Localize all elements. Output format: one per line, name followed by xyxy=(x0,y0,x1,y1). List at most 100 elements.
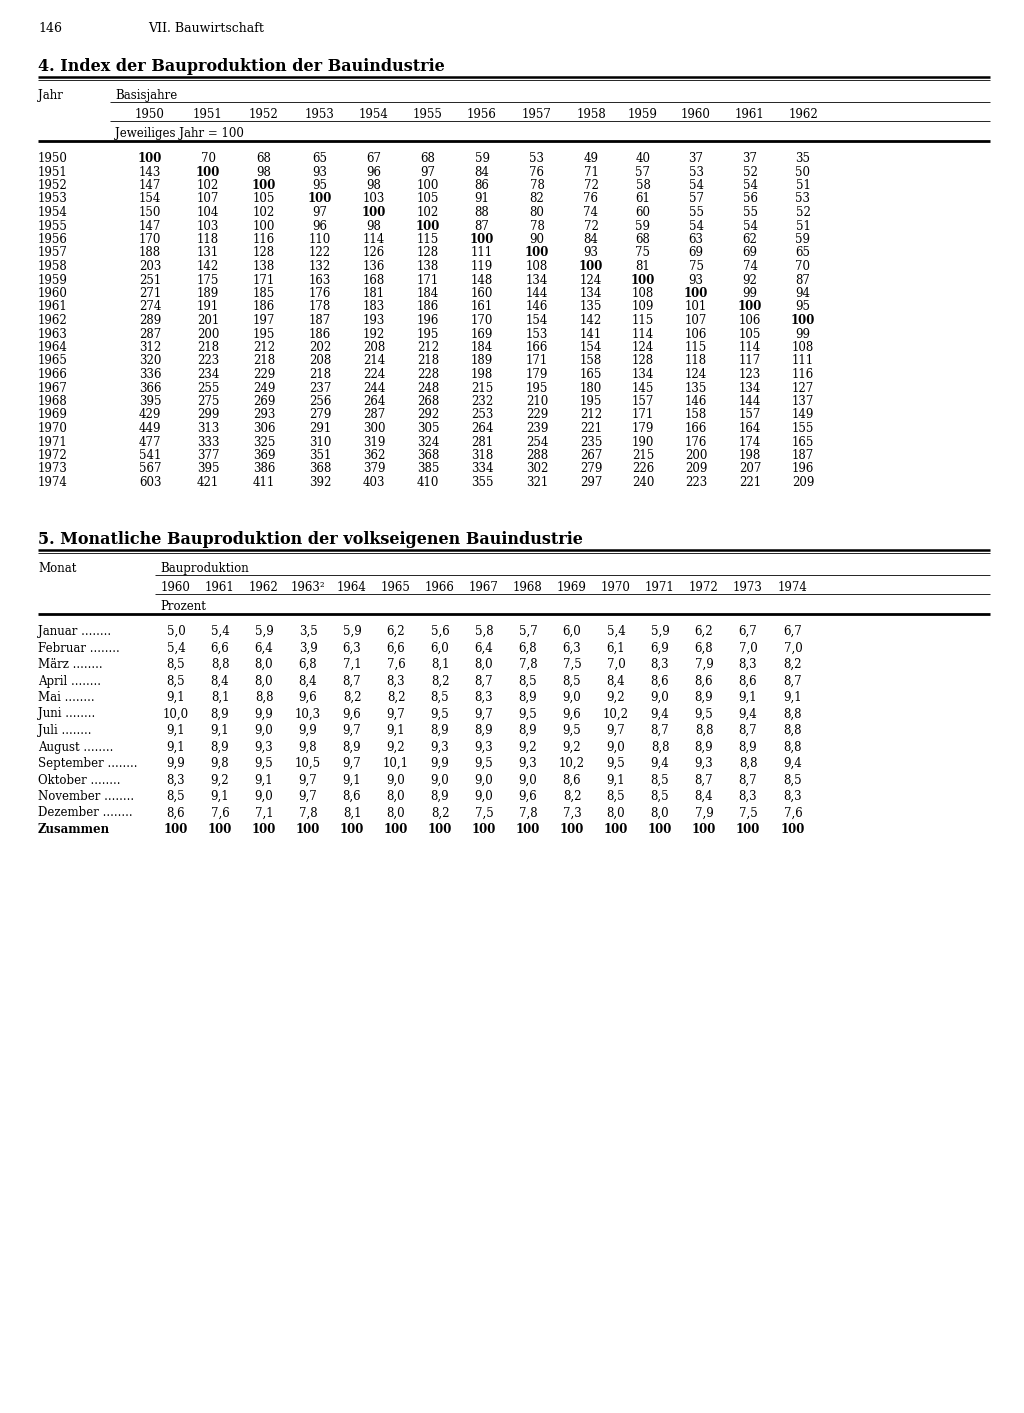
Text: 8,8: 8,8 xyxy=(650,740,670,753)
Text: 1965: 1965 xyxy=(381,581,411,593)
Text: 62: 62 xyxy=(742,233,758,246)
Text: 100: 100 xyxy=(738,301,762,314)
Text: 6,8: 6,8 xyxy=(299,658,317,671)
Text: 8,5: 8,5 xyxy=(167,674,185,688)
Text: 81: 81 xyxy=(636,260,650,273)
Text: 56: 56 xyxy=(742,192,758,205)
Text: 8,8: 8,8 xyxy=(694,723,714,738)
Text: 137: 137 xyxy=(792,396,814,408)
Text: 319: 319 xyxy=(362,435,385,448)
Text: 7,0: 7,0 xyxy=(783,642,803,654)
Text: 198: 198 xyxy=(471,367,494,382)
Text: 1950: 1950 xyxy=(135,107,165,122)
Text: 165: 165 xyxy=(792,435,814,448)
Text: 100: 100 xyxy=(648,822,672,836)
Text: 9,2: 9,2 xyxy=(387,740,406,753)
Text: 8,7: 8,7 xyxy=(343,674,361,688)
Text: 8,8: 8,8 xyxy=(783,723,802,738)
Text: 144: 144 xyxy=(525,287,548,300)
Text: 55: 55 xyxy=(742,206,758,219)
Text: 100: 100 xyxy=(416,219,440,233)
Text: 100: 100 xyxy=(417,179,439,192)
Text: 9,0: 9,0 xyxy=(255,790,273,803)
Text: 251: 251 xyxy=(139,274,161,287)
Text: 100: 100 xyxy=(252,822,276,836)
Text: 1967: 1967 xyxy=(38,382,68,394)
Text: 1958: 1958 xyxy=(577,107,606,122)
Text: 100: 100 xyxy=(253,219,275,233)
Text: 196: 196 xyxy=(792,462,814,476)
Text: 93: 93 xyxy=(688,274,703,287)
Text: 82: 82 xyxy=(529,192,545,205)
Text: 171: 171 xyxy=(526,355,548,367)
Text: 128: 128 xyxy=(632,355,654,367)
Text: 201: 201 xyxy=(197,314,219,326)
Text: 181: 181 xyxy=(362,287,385,300)
Text: 6,4: 6,4 xyxy=(475,642,494,654)
Text: 53: 53 xyxy=(529,153,545,165)
Text: 1962: 1962 xyxy=(249,581,279,593)
Text: 91: 91 xyxy=(474,192,489,205)
Text: 128: 128 xyxy=(253,246,275,260)
Text: 9,5: 9,5 xyxy=(255,757,273,770)
Text: 1956: 1956 xyxy=(38,233,68,246)
Text: 221: 221 xyxy=(739,476,761,489)
Text: 76: 76 xyxy=(529,165,545,178)
Text: 1961: 1961 xyxy=(205,581,234,593)
Text: 8,3: 8,3 xyxy=(167,773,185,787)
Text: 161: 161 xyxy=(471,301,494,314)
Text: 171: 171 xyxy=(417,274,439,287)
Text: Oktober ........: Oktober ........ xyxy=(38,773,121,787)
Text: 429: 429 xyxy=(139,408,161,421)
Text: 8,9: 8,9 xyxy=(519,691,538,704)
Text: 196: 196 xyxy=(417,314,439,326)
Text: Bauproduktion: Bauproduktion xyxy=(160,562,249,575)
Text: 9,9: 9,9 xyxy=(167,757,185,770)
Text: 94: 94 xyxy=(796,287,811,300)
Text: 123: 123 xyxy=(739,367,761,382)
Text: 107: 107 xyxy=(685,314,708,326)
Text: 154: 154 xyxy=(580,341,602,355)
Text: 158: 158 xyxy=(580,355,602,367)
Text: 100: 100 xyxy=(579,260,603,273)
Text: 10,3: 10,3 xyxy=(295,708,322,721)
Text: 155: 155 xyxy=(792,422,814,435)
Text: 100: 100 xyxy=(138,153,162,165)
Text: 6,7: 6,7 xyxy=(738,625,758,639)
Text: 235: 235 xyxy=(580,435,602,448)
Text: 67: 67 xyxy=(367,153,382,165)
Text: 1954: 1954 xyxy=(38,206,68,219)
Text: 54: 54 xyxy=(688,219,703,233)
Text: 97: 97 xyxy=(312,206,328,219)
Text: 293: 293 xyxy=(253,408,275,421)
Text: 9,6: 9,6 xyxy=(518,790,538,803)
Text: 8,9: 8,9 xyxy=(431,790,450,803)
Text: 51: 51 xyxy=(796,219,810,233)
Text: 61: 61 xyxy=(636,192,650,205)
Text: 58: 58 xyxy=(636,179,650,192)
Text: 69: 69 xyxy=(742,246,758,260)
Text: 9,5: 9,5 xyxy=(606,757,626,770)
Text: 84: 84 xyxy=(584,233,598,246)
Text: 6,0: 6,0 xyxy=(431,642,450,654)
Text: 69: 69 xyxy=(688,246,703,260)
Text: 100: 100 xyxy=(340,822,365,836)
Text: 269: 269 xyxy=(253,396,275,408)
Text: 1961: 1961 xyxy=(735,107,765,122)
Text: 8,4: 8,4 xyxy=(694,790,714,803)
Text: 8,0: 8,0 xyxy=(387,807,406,820)
Text: 8,3: 8,3 xyxy=(783,790,803,803)
Text: 223: 223 xyxy=(685,476,708,489)
Text: 5. Monatliche Bauproduktion der volkseigenen Bauindustrie: 5. Monatliche Bauproduktion der volkseig… xyxy=(38,531,583,548)
Text: 603: 603 xyxy=(138,476,161,489)
Text: 9,7: 9,7 xyxy=(475,708,494,721)
Text: 195: 195 xyxy=(417,328,439,341)
Text: 214: 214 xyxy=(362,355,385,367)
Text: 9,1: 9,1 xyxy=(387,723,406,738)
Text: 1963²: 1963² xyxy=(291,581,326,593)
Text: 84: 84 xyxy=(474,165,489,178)
Text: 300: 300 xyxy=(362,422,385,435)
Text: 392: 392 xyxy=(309,476,331,489)
Text: 5,4: 5,4 xyxy=(167,642,185,654)
Text: 176: 176 xyxy=(309,287,331,300)
